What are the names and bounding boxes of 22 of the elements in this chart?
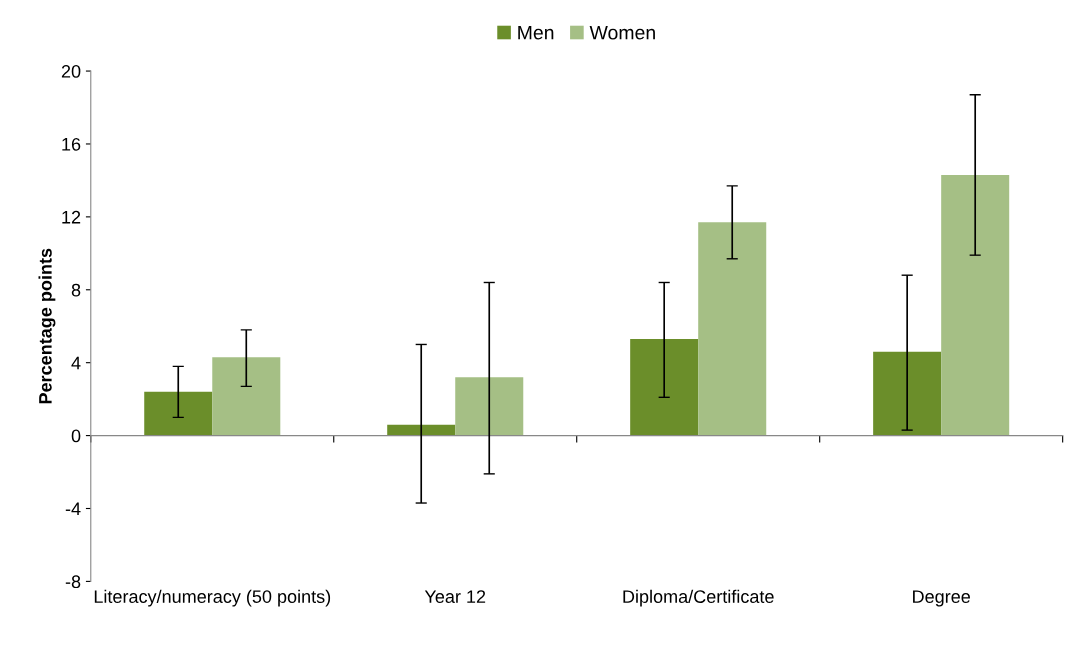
y-tick-label: 0: [71, 429, 81, 443]
y-axis-title: Percentage points: [38, 248, 56, 404]
legend-label: Women: [589, 25, 655, 40]
bar: [941, 174, 1010, 436]
x-tick-label: Degree: [913, 590, 970, 607]
x-tick-label: Literacy/numeracy (50 points): [94, 589, 331, 607]
legend-label: Men: [518, 25, 554, 40]
y-tick-label: -8: [65, 575, 81, 589]
y-tick-label: -4: [65, 502, 81, 516]
y-tick-label: 16: [62, 137, 81, 151]
bar: [698, 222, 767, 436]
bar: [144, 391, 213, 436]
bar: [630, 338, 699, 436]
bar: [212, 357, 281, 436]
bar: [455, 377, 524, 436]
y-tick-label: 8: [71, 283, 81, 297]
x-tick-label: Year 12: [424, 590, 486, 603]
y-tick-label: 4: [71, 356, 81, 370]
y-tick-label: 12: [62, 210, 81, 224]
x-tick-label: Diploma/Certificate: [623, 589, 774, 607]
y-tick-label: 20: [61, 64, 81, 78]
bar: [873, 351, 942, 436]
